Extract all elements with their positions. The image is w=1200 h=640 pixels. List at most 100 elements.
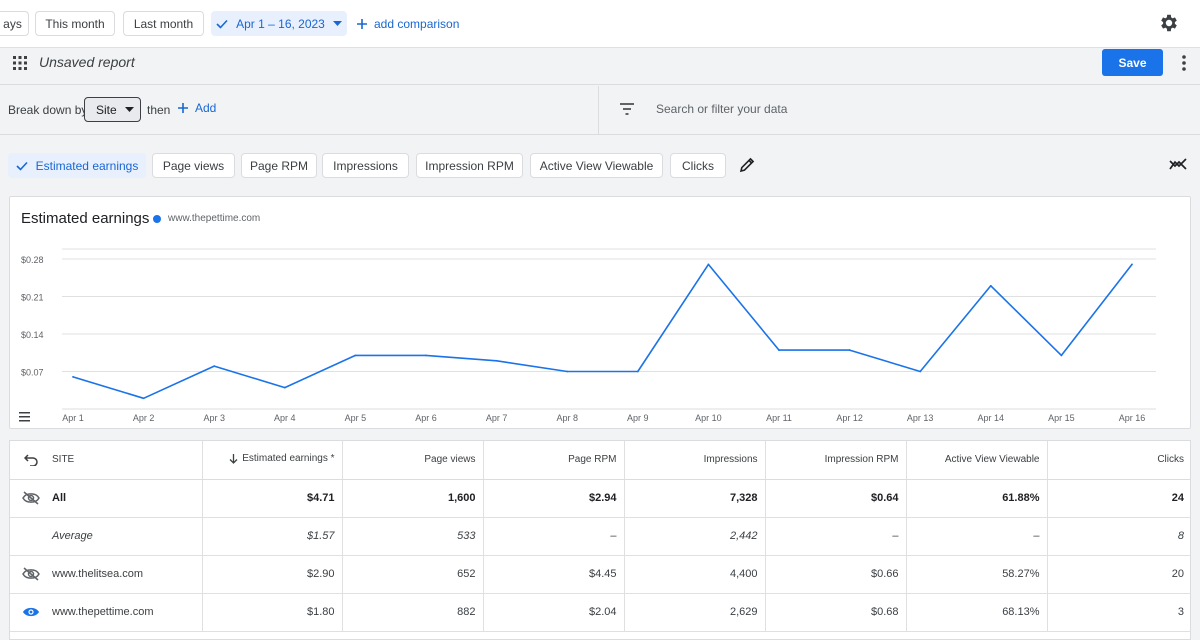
- metric-chip-page-rpm[interactable]: Page RPM: [241, 153, 317, 178]
- data-point: [989, 284, 992, 287]
- then-label: then: [147, 103, 171, 117]
- x-tick-label: Apr 14: [978, 413, 1005, 423]
- column-header-impressions[interactable]: Impressions: [624, 441, 766, 480]
- line-chart[interactable]: $0.07 $0.14 $0.21 $0.28 Apr 1 Apr 2 Apr 3 Apr 4…: [10, 197, 1190, 428]
- search-input[interactable]: [656, 98, 1056, 120]
- data-point: [636, 370, 639, 373]
- y-tick-label: $0.14: [21, 330, 44, 340]
- cell-value: $1.80: [202, 593, 343, 632]
- metric-chip-label: Estimated earnings: [35, 158, 139, 173]
- cell-value: 68.13%: [906, 593, 1048, 632]
- range-pill-days[interactable]: ays: [0, 11, 29, 36]
- cell-value: $4.45: [483, 555, 625, 594]
- data-point: [919, 370, 922, 373]
- column-header-active-view-viewable[interactable]: Active View Viewable: [906, 441, 1048, 480]
- series-line: [72, 263, 1133, 400]
- undo-icon[interactable]: [24, 454, 38, 466]
- x-tick-label: Apr 13: [907, 413, 934, 423]
- cell-value: –: [765, 517, 907, 556]
- cell-value: 1,600: [342, 479, 484, 518]
- add-breakdown-label: Add: [195, 101, 217, 115]
- save-button[interactable]: Save: [1102, 49, 1163, 76]
- cell-value: 652: [342, 555, 484, 594]
- site-header-label: SITE: [52, 454, 75, 466]
- table-row-total: All $4.71 1,600 $2.94 7,328 $0.64 61.88%…: [10, 479, 1191, 518]
- eye-off-icon[interactable]: [22, 491, 40, 505]
- column-header-page-views[interactable]: Page views: [342, 441, 484, 480]
- cell-value: 24: [1047, 479, 1191, 518]
- table-row-average: Average $1.57 533 – 2,442 – – 8: [10, 517, 1191, 556]
- x-tick-label: Apr 2: [133, 413, 155, 423]
- cell-value: $2.04: [483, 593, 625, 632]
- metric-chip-estimated-earnings[interactable]: Estimated earnings: [8, 153, 146, 178]
- x-tick-label: Apr 9: [627, 413, 649, 423]
- site-name: www.thelitsea.com: [52, 568, 144, 580]
- apps-grid-icon[interactable]: [13, 56, 27, 70]
- chart-type-icon[interactable]: [1169, 157, 1187, 171]
- more-vert-icon[interactable]: [1176, 53, 1192, 73]
- add-comparison-button[interactable]: add comparison: [356, 11, 459, 36]
- filter-icon[interactable]: [619, 102, 635, 116]
- chart-menu-icon[interactable]: [19, 412, 30, 422]
- date-range-selector[interactable]: Apr 1 – 16, 2023: [211, 11, 347, 36]
- chart-card: Estimated earnings www.thepettime.com $0…: [9, 196, 1191, 429]
- data-point: [566, 370, 569, 373]
- plus-icon: [357, 18, 367, 29]
- chart-legend[interactable]: www.thepettime.com: [153, 213, 260, 224]
- cell-value: 3: [1047, 593, 1191, 632]
- eye-icon[interactable]: [22, 605, 40, 619]
- breakdown-controls: Break down by Site then Add: [0, 86, 599, 134]
- data-point: [425, 354, 427, 357]
- eye-off-icon[interactable]: [22, 567, 40, 581]
- x-tick-label: Apr 8: [556, 413, 578, 423]
- report-title[interactable]: Unsaved report: [39, 54, 135, 70]
- site-column-header[interactable]: SITE: [10, 441, 203, 480]
- dimension-label: Site: [96, 102, 117, 117]
- legend-label: www.thepettime.com: [168, 213, 261, 224]
- x-tick-label: Apr 16: [1119, 413, 1146, 423]
- add-comparison-label: add comparison: [374, 16, 460, 31]
- cell-value: $2.94: [483, 479, 625, 518]
- x-tick-label: Apr 12: [836, 413, 863, 423]
- cell-value: $2.90: [202, 555, 343, 594]
- range-pill-this-month[interactable]: This month: [35, 11, 115, 36]
- gear-icon[interactable]: [1158, 12, 1180, 34]
- data-point: [354, 354, 357, 357]
- caret-down-icon: [332, 21, 342, 26]
- table-row[interactable]: www.thelitsea.com $2.90 652 $4.45 4,400 …: [10, 555, 1191, 594]
- sort-down-arrow-icon: [229, 453, 238, 464]
- cell-value: $0.66: [765, 555, 907, 594]
- data-point: [72, 375, 74, 378]
- column-header-page-rpm[interactable]: Page RPM: [483, 441, 625, 480]
- cell-value: 58.27%: [906, 555, 1048, 594]
- cell-value: 882: [342, 593, 484, 632]
- table-row[interactable]: www.thepettime.com $1.80 882 $2.04 2,629…: [10, 593, 1191, 632]
- cell-value: 4,400: [624, 555, 766, 594]
- column-header-impression-rpm[interactable]: Impression RPM: [765, 441, 907, 480]
- metric-chips: Estimated earnings Page views Page RPM I…: [0, 136, 1200, 194]
- cell-value: 61.88%: [906, 479, 1048, 518]
- site-cell: Average: [10, 517, 203, 556]
- metric-chip-impression-rpm[interactable]: Impression RPM: [416, 153, 523, 178]
- metric-chip-impressions[interactable]: Impressions: [322, 153, 409, 178]
- column-header-clicks[interactable]: Clicks: [1047, 441, 1191, 480]
- metric-chip-active-view-viewable[interactable]: Active View Viewable: [530, 153, 663, 178]
- x-tick-label: Apr 3: [203, 413, 225, 423]
- site-name: All: [52, 492, 67, 504]
- data-point: [213, 365, 216, 368]
- metric-chip-clicks[interactable]: Clicks: [670, 153, 726, 178]
- data-point: [778, 349, 780, 351]
- data-point: [848, 349, 851, 351]
- cell-value: –: [483, 517, 625, 556]
- x-tick-label: Apr 5: [345, 413, 367, 423]
- range-pill-last-month[interactable]: Last month: [123, 11, 204, 36]
- add-breakdown-button[interactable]: Add: [177, 101, 216, 115]
- column-header-estimated-earnings[interactable]: Estimated earnings *: [202, 441, 343, 480]
- data-point: [495, 359, 498, 362]
- data-point: [283, 386, 286, 389]
- metric-chip-page-views[interactable]: Page views: [152, 153, 235, 178]
- x-tick-label: Apr 11: [766, 413, 792, 423]
- cell-value: –: [906, 517, 1048, 556]
- breakdown-dimension-select[interactable]: Site: [84, 97, 141, 122]
- pencil-icon[interactable]: [738, 156, 756, 174]
